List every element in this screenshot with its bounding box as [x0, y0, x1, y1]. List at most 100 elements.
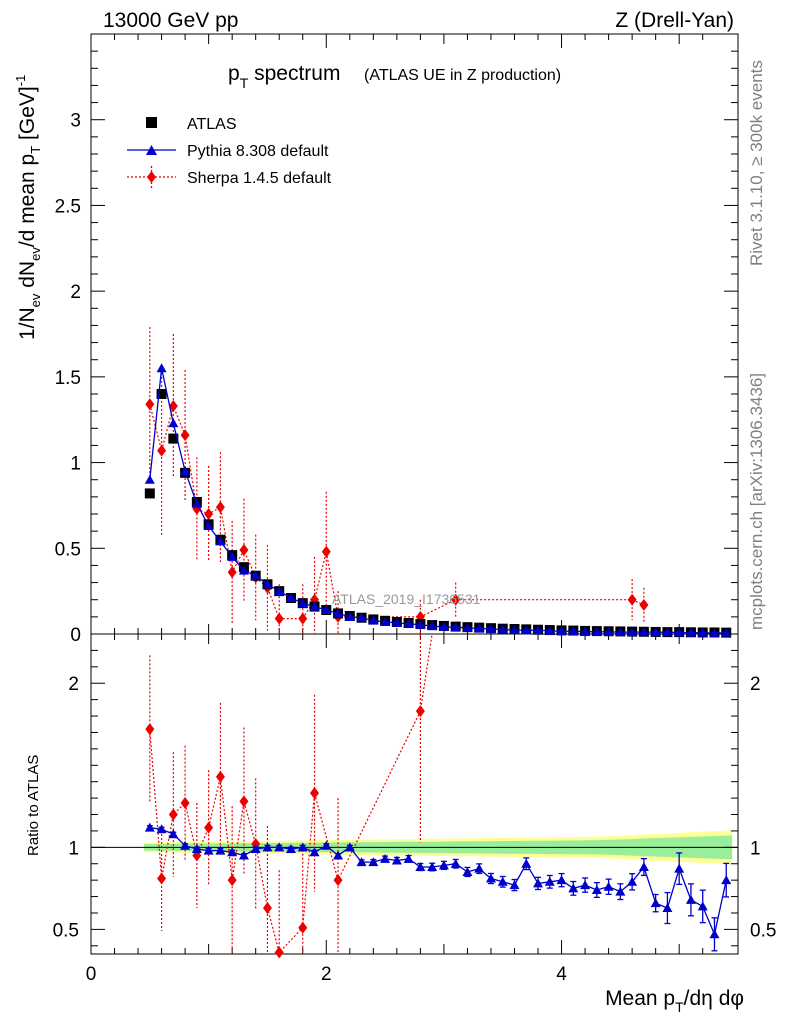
pythia-ratio-point — [615, 886, 626, 896]
pythia-point — [544, 625, 555, 635]
analysis-watermark: ATLAS_2019_I1736531 — [332, 591, 481, 607]
pythia-point — [650, 627, 661, 637]
pythia-point — [250, 570, 261, 580]
legend-atlas-label: ATLAS — [187, 116, 237, 133]
pythia-point — [615, 627, 626, 637]
pythia-point — [380, 616, 391, 626]
pythia-point — [533, 625, 544, 635]
pythia-ratio-point — [274, 842, 285, 852]
pythia-point — [203, 521, 214, 530]
pythia-ratio-point — [509, 880, 520, 890]
y-axis-label-main: 1/Nev dNev/d mean pT [GeV]-1 — [13, 75, 43, 340]
pythia-point — [238, 565, 249, 575]
pythia-ratio-point — [638, 862, 649, 872]
pythia-ratio-point — [697, 901, 708, 911]
sherpa-point — [451, 593, 461, 606]
pythia-point — [285, 593, 296, 602]
pythia-ratio-point — [238, 850, 249, 860]
sherpa-ratio-point — [333, 874, 343, 887]
pythia-point — [215, 536, 226, 546]
legend-sherpa-label: Sherpa 1.4.5 default — [187, 170, 332, 187]
pythia-ratio-point — [685, 894, 696, 904]
sherpa-ratio-point — [145, 723, 155, 736]
pythia-point — [403, 618, 414, 628]
pythia-ratio-point — [309, 847, 320, 857]
sherpa-point — [145, 398, 155, 411]
pythia-point — [274, 586, 285, 596]
pythia-point — [603, 626, 614, 636]
pythia-ratio-point — [262, 842, 273, 852]
pythia-ratio-point — [450, 858, 461, 868]
pythia-ratio-point — [485, 873, 496, 883]
sherpa-point — [298, 612, 308, 625]
pythia-ratio-point — [591, 885, 602, 894]
pythia-ratio-point — [215, 845, 226, 855]
pythia-ratio-point — [344, 842, 355, 852]
y-tick-label-main: 0.5 — [55, 539, 81, 560]
pythia-point — [309, 601, 320, 611]
pythia-point — [156, 363, 167, 373]
y-tick-label-ratio-right: 2 — [750, 674, 761, 695]
sherpa-point — [204, 508, 214, 520]
y-tick-label-ratio-right: 0.5 — [750, 920, 776, 941]
pythia-ratio-point — [227, 847, 238, 857]
pythia-point — [415, 619, 426, 629]
pythia-ratio-point — [403, 853, 414, 863]
pythia-ratio-point — [650, 898, 661, 908]
pythia-ratio-point — [356, 857, 367, 867]
title-sub: T — [240, 75, 249, 91]
pythia-ratio-point — [168, 829, 179, 839]
pythia-ratio-point — [709, 929, 720, 939]
pythia-ratio-point — [391, 855, 402, 865]
pythia-point — [191, 498, 202, 508]
sherpa-ratio-point — [415, 705, 425, 718]
pythia-point — [674, 627, 685, 637]
pythia-point — [144, 474, 155, 484]
pythia-point — [356, 612, 367, 622]
pythia-point — [497, 624, 508, 634]
pythia-point — [344, 611, 355, 621]
pythia-point — [227, 551, 238, 561]
y-tick-label-ratio: 0.5 — [53, 920, 79, 941]
pythia-ratio-point — [556, 875, 567, 885]
legend: ATLAS Pythia 8.308 default Sherpa 1.4.5 … — [127, 116, 332, 188]
pythia-point — [180, 466, 191, 476]
pythia-point — [591, 626, 602, 636]
sherpa-ratio-point — [262, 902, 272, 915]
y-tick-label-main: 1 — [70, 454, 81, 475]
sherpa-point — [639, 598, 649, 611]
pythia-point — [474, 623, 485, 633]
y-tick-label-ratio-right: 1 — [750, 838, 761, 859]
pythia-point — [709, 628, 720, 638]
plot-subtitle: (ATLAS UE in Z production) — [364, 67, 561, 84]
pythia-ratio-point — [721, 875, 732, 885]
pythia-ratio-point — [603, 881, 614, 891]
pythia-point — [333, 608, 344, 618]
pythia-ratio-point — [462, 866, 473, 876]
header-left: 13000 GeV pp — [103, 9, 238, 32]
legend-pythia-label: Pythia 8.308 default — [187, 143, 329, 160]
ratio-frame — [90, 633, 739, 955]
sherpa-point — [227, 566, 237, 579]
legend-pythia-marker — [146, 145, 157, 155]
pythia-ratio-point — [285, 843, 296, 853]
pythia-ratio-point — [580, 880, 591, 890]
sherpa-ratio-point — [298, 921, 308, 934]
pythia-point — [485, 624, 496, 634]
pythia-point — [521, 625, 532, 635]
sherpa-point — [321, 545, 331, 558]
pythia-ratio-point — [544, 876, 555, 886]
x-tick-label: 4 — [556, 964, 567, 985]
pythia-ratio-point — [521, 858, 532, 868]
pythia-ratio-point — [533, 878, 544, 888]
y-tick-label-ratio: 1 — [68, 838, 79, 859]
sherpa-point — [274, 612, 284, 625]
sherpa-ratio-point — [168, 808, 178, 821]
y-tick-label-main: 2 — [70, 282, 81, 303]
pythia-ratio-point — [203, 845, 214, 855]
y-tick-label-main: 0 — [70, 625, 81, 646]
x-axis-label: Mean pT/dη dφ — [605, 987, 744, 1015]
pythia-ratio-point — [297, 842, 308, 852]
title-p: p — [228, 62, 240, 85]
sherpa-ratio-point — [227, 874, 237, 887]
